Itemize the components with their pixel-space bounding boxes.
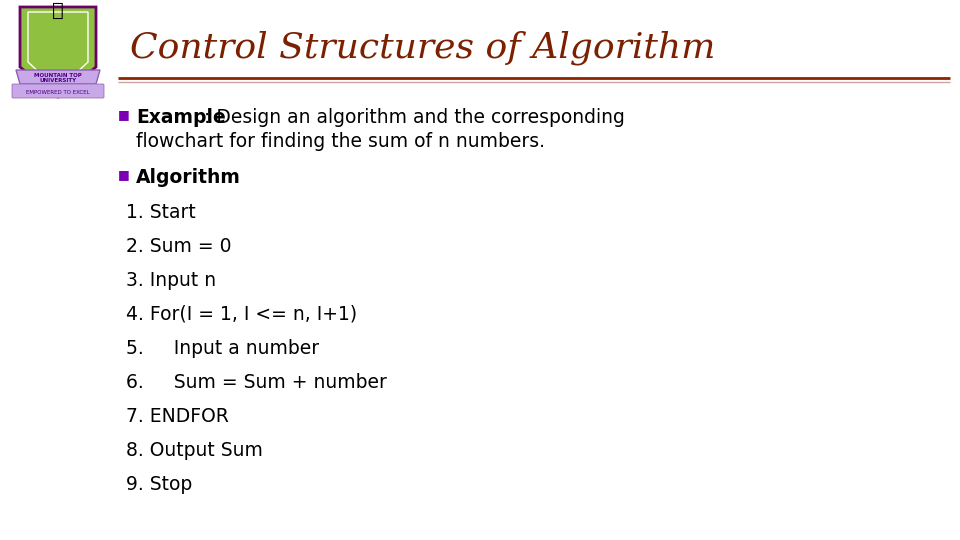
Text: 7. ENDFOR: 7. ENDFOR xyxy=(126,407,228,426)
Text: 3. Input n: 3. Input n xyxy=(126,271,216,290)
FancyBboxPatch shape xyxy=(12,84,104,98)
Text: flowchart for finding the sum of n numbers.: flowchart for finding the sum of n numbe… xyxy=(136,132,545,151)
Text: 4. For(I = 1, I <= n, I+1): 4. For(I = 1, I <= n, I+1) xyxy=(126,305,357,324)
Text: ■: ■ xyxy=(118,168,130,181)
Text: Control Structures of Algorithm: Control Structures of Algorithm xyxy=(130,31,715,65)
Text: Algorithm: Algorithm xyxy=(136,168,241,187)
Text: ■: ■ xyxy=(118,108,130,121)
Text: 2. Sum = 0: 2. Sum = 0 xyxy=(126,237,231,256)
Polygon shape xyxy=(16,70,100,84)
Text: MOUNTAIN TOP
UNIVERSITY: MOUNTAIN TOP UNIVERSITY xyxy=(35,72,82,83)
Text: 1. Start: 1. Start xyxy=(126,203,196,222)
Text: Example: Example xyxy=(136,108,226,127)
Polygon shape xyxy=(20,7,96,97)
Text: 6.     Sum = Sum + number: 6. Sum = Sum + number xyxy=(126,373,387,392)
Text: EMPOWERED TO EXCEL: EMPOWERED TO EXCEL xyxy=(26,90,90,94)
Text: 🦅: 🦅 xyxy=(52,1,64,19)
Text: 8. Output Sum: 8. Output Sum xyxy=(126,441,263,460)
Text: 9. Stop: 9. Stop xyxy=(126,475,192,494)
Text: : Design an algorithm and the corresponding: : Design an algorithm and the correspond… xyxy=(204,108,625,127)
Text: 5.     Input a number: 5. Input a number xyxy=(126,339,319,358)
